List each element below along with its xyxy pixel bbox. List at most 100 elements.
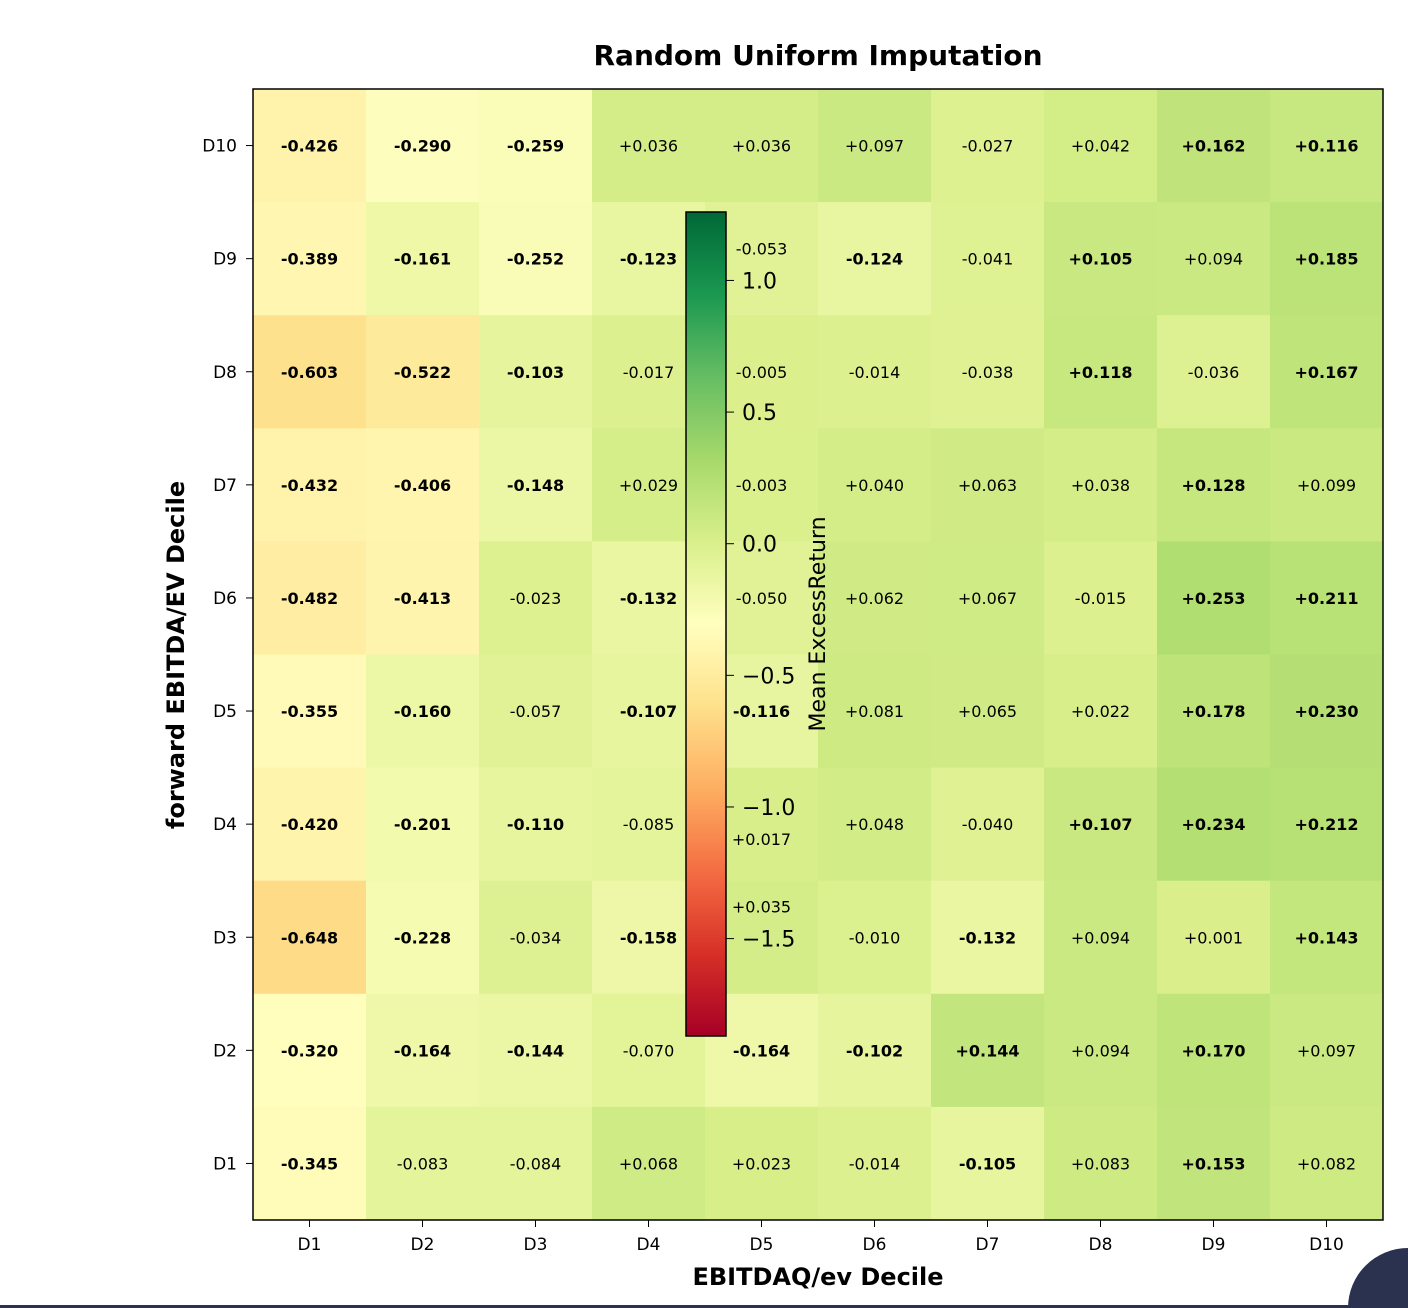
heatmap-cell — [253, 202, 367, 316]
cell-value-label: +0.253 — [1181, 589, 1245, 608]
cell-value-label: -0.420 — [281, 815, 338, 834]
cell-value-label: +0.144 — [955, 1041, 1019, 1060]
heatmap-cell — [592, 89, 706, 203]
heatmap-cell — [931, 880, 1045, 995]
heatmap-cell — [931, 767, 1045, 882]
cell-value-label: -0.050 — [736, 589, 788, 608]
cell-value-label: +0.040 — [845, 476, 904, 495]
heatmap-cell — [253, 541, 367, 655]
heatmap-cell — [366, 767, 480, 882]
cell-value-label: -0.116 — [733, 702, 790, 721]
heatmap-cell — [1044, 1106, 1158, 1221]
cell-value-label: +0.097 — [845, 137, 904, 156]
cell-value-label: -0.144 — [507, 1041, 564, 1060]
cell-value-label: +0.022 — [1071, 702, 1130, 721]
cell-value-label: -0.406 — [394, 476, 451, 495]
heatmap-cell — [253, 1106, 367, 1221]
y-tick-label: D1 — [213, 1154, 237, 1174]
colorbar: 1.0 0.5 0.0 −0.5 −1.0 −1.5 Mean ExcessReturn — [685, 211, 831, 1037]
heatmap-cell — [479, 315, 593, 429]
heatmap-cell — [1270, 767, 1384, 882]
x-tick-label: D9 — [1202, 1235, 1226, 1255]
cell-value-label: -0.038 — [962, 363, 1014, 382]
cell-value-label: +0.107 — [1068, 815, 1132, 834]
heatmap-cell — [1270, 428, 1384, 542]
cell-value-label: -0.124 — [846, 250, 903, 269]
y-tick-label: D6 — [213, 589, 237, 609]
heatmap-cell — [1157, 880, 1271, 995]
cell-value-label: -0.040 — [962, 815, 1014, 834]
cell-value-label: +0.230 — [1294, 702, 1358, 721]
cell-value-label: +0.118 — [1068, 363, 1132, 382]
heatmap-cell — [479, 89, 593, 203]
cell-value-label: -0.482 — [281, 589, 338, 608]
heatmap-cell — [253, 654, 367, 769]
cell-value-label: -0.164 — [733, 1041, 790, 1060]
x-tick-label: D6 — [863, 1235, 887, 1255]
colorbar-tick-label: 0.0 — [742, 533, 777, 558]
cell-value-label: +0.234 — [1181, 815, 1245, 834]
cell-value-label: -0.123 — [620, 250, 677, 269]
cell-value-label: -0.017 — [623, 363, 675, 382]
cell-value-label: -0.648 — [281, 928, 338, 947]
heatmap-cell — [366, 993, 480, 1108]
heatmap-cell — [1044, 315, 1158, 429]
heatmap-cell — [1157, 1106, 1271, 1221]
heatmap-cell — [931, 1106, 1045, 1221]
y-tick-label: D5 — [213, 702, 237, 722]
heatmap-cell — [931, 654, 1045, 769]
x-tick-label: D10 — [1309, 1235, 1344, 1255]
cell-value-label: -0.413 — [394, 589, 451, 608]
heatmap-cell — [931, 428, 1045, 542]
cell-value-label: +0.211 — [1294, 589, 1358, 608]
cell-value-label: +0.038 — [1071, 476, 1130, 495]
heatmap-cell — [1157, 315, 1271, 429]
heatmap-cell — [253, 89, 367, 203]
window-bottom-edge — [0, 1305, 1408, 1308]
cell-value-label: +0.116 — [1294, 137, 1358, 156]
cell-value-label: -0.110 — [507, 815, 564, 834]
heatmap-cell — [1157, 767, 1271, 882]
cell-value-label: -0.053 — [736, 239, 788, 258]
cell-value-label: +0.065 — [958, 702, 1017, 721]
cell-value-label: -0.034 — [510, 928, 562, 947]
heatmap-cell — [1270, 880, 1384, 995]
cell-value-label: +0.062 — [845, 589, 904, 608]
x-tick-label: D8 — [1089, 1235, 1113, 1255]
heatmap-cell — [1270, 89, 1384, 203]
heatmap-cell — [1044, 654, 1158, 769]
heatmap-cell — [253, 880, 367, 995]
heatmap-cell — [479, 1106, 593, 1221]
x-axis-label: EBITDAQ/ev Decile — [692, 1263, 943, 1291]
cell-value-label: +0.094 — [1071, 928, 1130, 947]
heatmap-cell — [931, 993, 1045, 1108]
cell-value-label: +0.167 — [1294, 363, 1358, 382]
heatmap-cell — [479, 993, 593, 1108]
heatmap-cell — [818, 202, 932, 316]
cell-value-label: -0.290 — [394, 137, 451, 156]
cell-value-label: -0.023 — [510, 589, 562, 608]
cell-value-label: -0.014 — [849, 1154, 901, 1173]
heatmap-cell — [366, 880, 480, 995]
cell-value-label: +0.185 — [1294, 250, 1358, 269]
chart-title: Random Uniform Imputation — [593, 39, 1042, 72]
heatmap-cell — [1270, 654, 1384, 769]
heatmap-cell — [705, 1106, 819, 1221]
colorbar-gradient — [685, 211, 727, 1037]
cell-value-label: -0.003 — [736, 476, 788, 495]
colorbar-tick-label: −1.5 — [742, 928, 795, 953]
heatmap-cell — [479, 541, 593, 655]
colorbar-tick-label: −0.5 — [742, 664, 795, 689]
cell-value-label: -0.389 — [281, 250, 338, 269]
heatmap-cell — [1157, 202, 1271, 316]
heatmap-cell — [1270, 315, 1384, 429]
cell-value-label: -0.084 — [510, 1154, 562, 1173]
y-tick-label: D7 — [213, 476, 237, 496]
cell-value-label: -0.085 — [623, 815, 675, 834]
y-tick-label: D10 — [202, 137, 237, 157]
colorbar-tick-label: 1.0 — [742, 269, 777, 294]
cell-value-label: +0.105 — [1068, 250, 1132, 269]
x-tick-label: D4 — [637, 1235, 661, 1255]
cell-value-label: +0.212 — [1294, 815, 1358, 834]
